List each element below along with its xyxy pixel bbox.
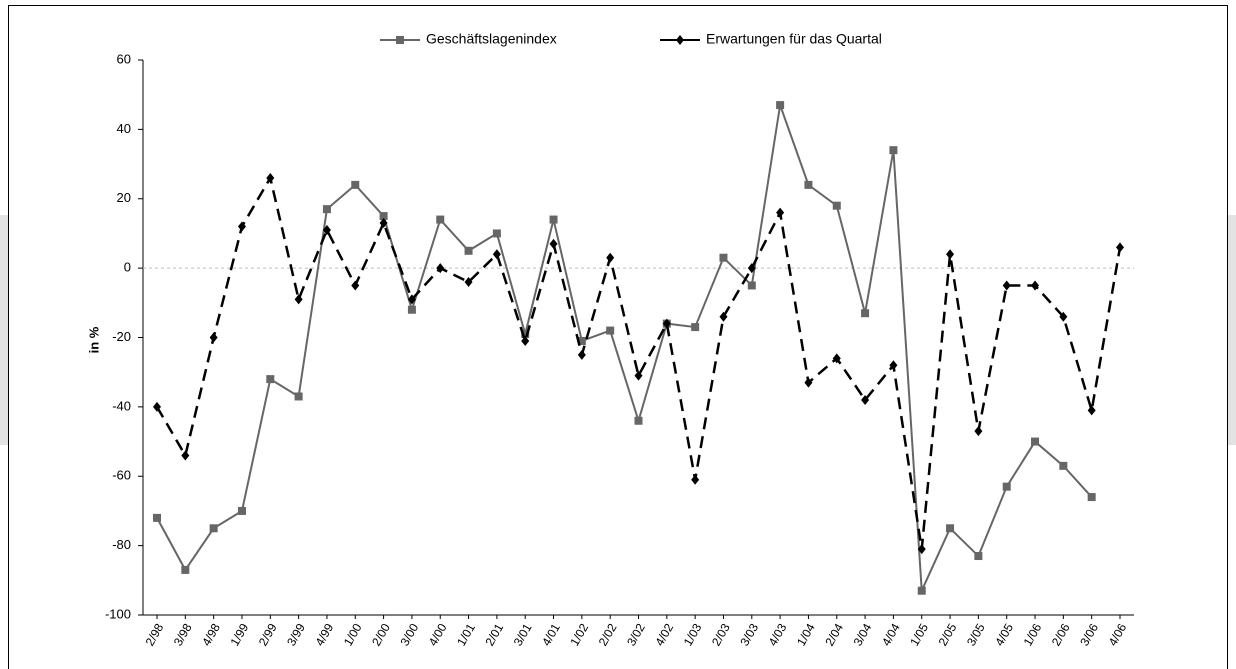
legend-label: Geschäftslagenindex (426, 31, 557, 47)
marker (691, 474, 700, 485)
marker (889, 146, 898, 155)
marker (1116, 242, 1124, 253)
marker (436, 215, 445, 224)
marker (266, 172, 275, 183)
marker (662, 318, 671, 329)
marker (322, 205, 331, 214)
marker (691, 323, 700, 332)
marker (294, 392, 303, 401)
marker (521, 330, 530, 339)
marker (153, 513, 161, 522)
marker (1031, 280, 1040, 291)
marker (946, 524, 955, 533)
y-tick-label: 0 (124, 260, 131, 275)
marker (719, 253, 728, 262)
marker (209, 332, 218, 343)
series-line (156, 104, 1093, 592)
marker (1087, 405, 1096, 416)
marker (832, 353, 841, 364)
marker (549, 215, 558, 224)
marker (379, 218, 388, 229)
marker (181, 565, 190, 574)
y-tick-label: -20 (112, 329, 131, 344)
y-tick-label: -40 (112, 398, 131, 413)
marker (804, 180, 813, 189)
marker (776, 101, 785, 110)
marker (492, 249, 501, 260)
marker (237, 506, 246, 515)
marker (861, 394, 870, 405)
marker (464, 277, 473, 287)
marker (379, 212, 388, 221)
marker (946, 249, 955, 260)
marker (634, 370, 643, 381)
marker (181, 450, 190, 461)
y-tick-label: -60 (112, 468, 131, 483)
y-tick-label: -80 (112, 537, 131, 552)
marker (407, 294, 416, 305)
series-line (155, 174, 1122, 550)
marker (153, 401, 161, 412)
marker (266, 375, 275, 384)
marker (294, 294, 303, 305)
marker (676, 35, 684, 45)
marker (577, 336, 586, 345)
marker (917, 586, 926, 595)
marker (606, 326, 615, 335)
marker (832, 201, 841, 210)
y-axis-label: in % (86, 326, 101, 353)
marker (1031, 437, 1040, 446)
marker (396, 36, 404, 44)
marker (1087, 493, 1096, 502)
marker (974, 552, 983, 561)
marker (549, 238, 558, 249)
marker (606, 252, 615, 263)
marker (776, 207, 785, 218)
marker (492, 229, 501, 238)
marker (464, 246, 473, 255)
marker (1002, 482, 1011, 491)
marker (436, 263, 445, 274)
marker (322, 224, 331, 235)
marker (577, 349, 586, 360)
marker (351, 180, 360, 189)
side-band (1228, 215, 1236, 445)
y-tick-label: -100 (105, 606, 131, 621)
side-band (0, 215, 8, 445)
marker (1059, 311, 1068, 322)
marker (407, 305, 416, 314)
marker (719, 311, 728, 322)
legend-label: Erwartungen für das Quartal (706, 31, 882, 47)
marker (1059, 461, 1068, 470)
marker (889, 360, 898, 371)
marker (747, 263, 756, 274)
chart-frame (8, 5, 1228, 669)
marker (747, 281, 756, 290)
y-tick-label: 20 (117, 190, 131, 205)
marker (634, 416, 643, 425)
marker (861, 309, 870, 318)
marker (974, 426, 983, 437)
marker (804, 377, 813, 388)
marker (917, 544, 926, 555)
marker (209, 524, 218, 533)
y-tick-label: 60 (117, 51, 131, 66)
marker (521, 335, 530, 346)
marker (351, 280, 360, 291)
marker (1002, 280, 1011, 291)
y-tick-label: 40 (117, 121, 131, 136)
marker (237, 221, 246, 232)
